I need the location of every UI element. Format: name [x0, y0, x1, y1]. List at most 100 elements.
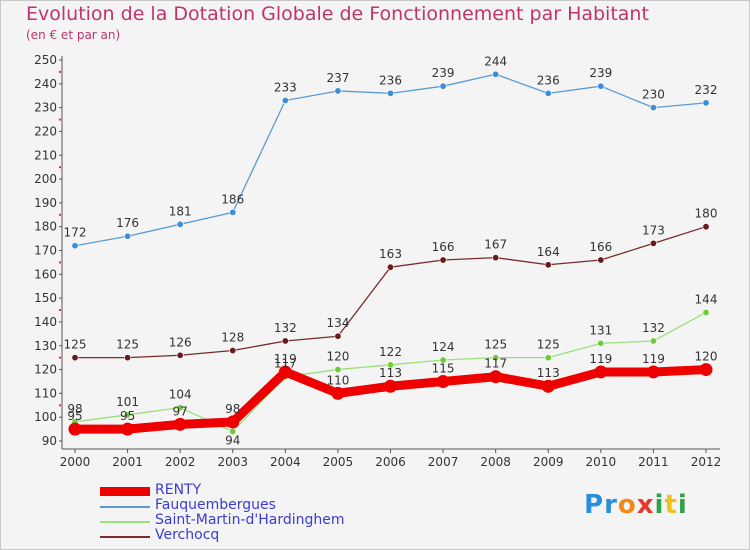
data-point: [702, 99, 710, 107]
data-point: [68, 422, 82, 436]
y-tick-label: 210: [34, 148, 57, 162]
data-point: [702, 223, 710, 231]
data-point: [176, 220, 184, 228]
y-minor-mark: [59, 309, 61, 312]
data-point: [702, 308, 710, 316]
x-tick-label: 2005: [323, 455, 354, 469]
data-point: [436, 374, 450, 388]
data-label: 134: [326, 316, 349, 330]
data-point: [439, 256, 447, 264]
data-point: [649, 239, 657, 247]
y-minor-mark: [59, 404, 61, 407]
data-label: 110: [326, 373, 349, 387]
line-chart: 90 100 110 120 130 140 150 160 170 180 190 200 210 22…: [34, 53, 722, 469]
y-tick-label: 90: [42, 434, 57, 448]
data-point: [541, 379, 555, 393]
x-tick-label: 2009: [533, 455, 564, 469]
legend-swatch: [100, 521, 150, 523]
data-point: [278, 365, 292, 379]
data-label: 120: [326, 350, 349, 364]
data-point: [597, 82, 605, 90]
data-label: 186: [221, 192, 244, 206]
data-label: 117: [484, 357, 507, 371]
data-label: 131: [589, 323, 612, 337]
y-minor-mark: [59, 213, 61, 216]
data-label: 101: [116, 395, 139, 409]
data-label: 144: [695, 292, 718, 306]
data-point: [334, 87, 342, 95]
data-label: 95: [120, 409, 135, 423]
data-label: 122: [379, 345, 402, 359]
chart-title: Evolution de la Dotation Globale de Fonc…: [26, 3, 649, 25]
x-tick-label: 2003: [217, 455, 248, 469]
x-tick-label: 2012: [691, 455, 722, 469]
legend-label: Fauquembergues: [155, 497, 276, 513]
data-label: 176: [116, 216, 139, 230]
data-point: [386, 89, 394, 97]
data-label: 120: [695, 350, 718, 364]
data-point: [281, 96, 289, 104]
x-tick-label: 2001: [112, 455, 143, 469]
data-point: [597, 339, 605, 347]
y-tick-label: 230: [34, 101, 57, 115]
data-point: [384, 379, 397, 393]
data-point: [124, 354, 132, 362]
data-label: 132: [274, 321, 297, 335]
data-label: 239: [432, 66, 455, 80]
y-tick-label: 240: [34, 77, 57, 91]
x-tick-label: 2004: [270, 455, 301, 469]
data-point: [226, 415, 240, 429]
data-label: 113: [379, 366, 402, 380]
x-tick-label: 2000: [60, 455, 91, 469]
legend-label: RENTY: [155, 482, 202, 498]
data-point: [124, 232, 132, 240]
x-tick-label: 2011: [638, 455, 669, 469]
data-point: [489, 370, 503, 384]
data-label: 166: [432, 240, 455, 254]
series-line-fauquembergues: [74, 73, 707, 247]
y-tick-label: 250: [34, 53, 57, 67]
data-point: [121, 422, 135, 436]
data-label: 163: [379, 247, 402, 261]
x-tick-label: 2010: [586, 455, 617, 469]
data-label: 125: [116, 338, 139, 352]
data-point: [649, 337, 657, 345]
y-tick-label: 170: [34, 244, 57, 258]
y-minor-mark: [59, 70, 61, 73]
y-tick-label: 150: [34, 291, 57, 305]
data-label: 172: [64, 226, 87, 240]
legend-label: Saint-Martin-d'Hardinghem: [155, 512, 345, 528]
legend-swatch: [100, 487, 150, 496]
data-point: [594, 365, 608, 379]
x-tick-label: 2007: [428, 455, 459, 469]
data-label: 104: [169, 388, 192, 402]
data-label: 125: [537, 338, 560, 352]
data-label: 244: [484, 54, 507, 68]
y-tick-label: 200: [34, 172, 57, 186]
x-tick-label: 2002: [165, 455, 196, 469]
data-label: 181: [169, 204, 192, 218]
data-point: [173, 417, 187, 431]
data-label: 232: [695, 83, 718, 97]
data-point: [386, 263, 394, 271]
y-tick-label: 180: [34, 220, 57, 234]
data-point: [492, 354, 500, 362]
data-point: [649, 104, 657, 112]
data-label: 98: [67, 402, 82, 416]
y-minor-mark: [59, 261, 61, 264]
y-tick-label: 220: [34, 124, 57, 138]
y-minor-mark: [59, 166, 61, 169]
data-point: [176, 351, 184, 359]
data-label: 132: [642, 321, 665, 335]
data-point: [439, 82, 447, 90]
legend-swatch: [100, 536, 150, 538]
data-point: [281, 337, 289, 345]
data-point: [331, 386, 345, 400]
y-tick-label: 140: [34, 315, 57, 329]
data-point: [71, 354, 79, 362]
data-point: [544, 261, 552, 269]
data-point: [229, 347, 237, 355]
data-label: 230: [642, 88, 665, 102]
data-point: [492, 254, 500, 262]
